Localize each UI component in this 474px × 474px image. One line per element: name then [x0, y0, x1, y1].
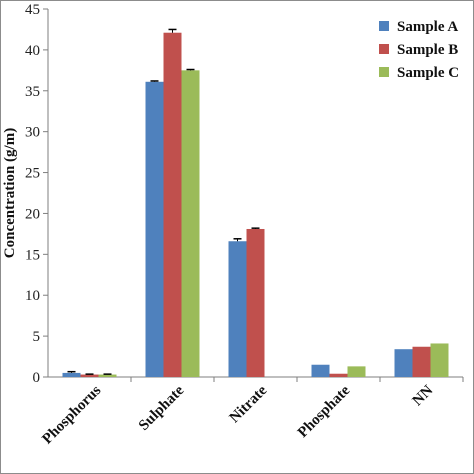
bar-sample-b-nitrate	[246, 228, 265, 377]
y-tick-label: 30	[25, 125, 40, 141]
bar-sample-b-phosphorus	[80, 374, 99, 377]
legend-swatch	[379, 67, 389, 77]
legend-label: Sample A	[397, 19, 458, 35]
bar-sample-a-phosphorus	[62, 372, 81, 377]
x-category-label: Phosphate	[295, 382, 354, 441]
bar-sample-c-sulphate	[181, 70, 200, 377]
bar-sample-a-nitrate	[228, 241, 247, 377]
bar-sample-a-nn	[394, 349, 413, 377]
x-category-label: Sulphate	[136, 382, 188, 434]
bar-sample-a-phosphate	[311, 364, 330, 377]
y-tick-label: 0	[33, 370, 41, 386]
bar-sample-b-phosphate	[329, 373, 348, 377]
y-tick-label: 5	[33, 329, 41, 345]
bar-sample-c-nn	[430, 343, 449, 377]
x-category-label: Nitrate	[227, 382, 271, 426]
y-tick-label: 35	[25, 84, 40, 100]
bar-sample-a-sulphate	[145, 81, 164, 377]
y-tick-label: 15	[25, 247, 40, 263]
x-category-label: NN	[410, 382, 437, 409]
y-tick-label: 40	[25, 43, 40, 59]
bar-sample-c-phosphorus	[98, 374, 117, 377]
y-tick-label: 45	[25, 2, 40, 18]
y-tick-label: 20	[25, 206, 40, 222]
bar-sample-b-nn	[412, 346, 431, 377]
bar-sample-c-phosphate	[347, 366, 366, 377]
y-tick-label: 25	[25, 166, 40, 182]
y-tick-label: 10	[25, 288, 40, 304]
x-category-label: Phosphorus	[39, 382, 104, 447]
legend-swatch	[379, 44, 389, 54]
legend-swatch	[379, 21, 389, 31]
legend-label: Sample C	[397, 65, 459, 81]
legend-label: Sample B	[397, 42, 458, 58]
y-axis-title: Concentration (g/m)	[2, 128, 18, 258]
bar-sample-b-sulphate	[163, 32, 182, 378]
